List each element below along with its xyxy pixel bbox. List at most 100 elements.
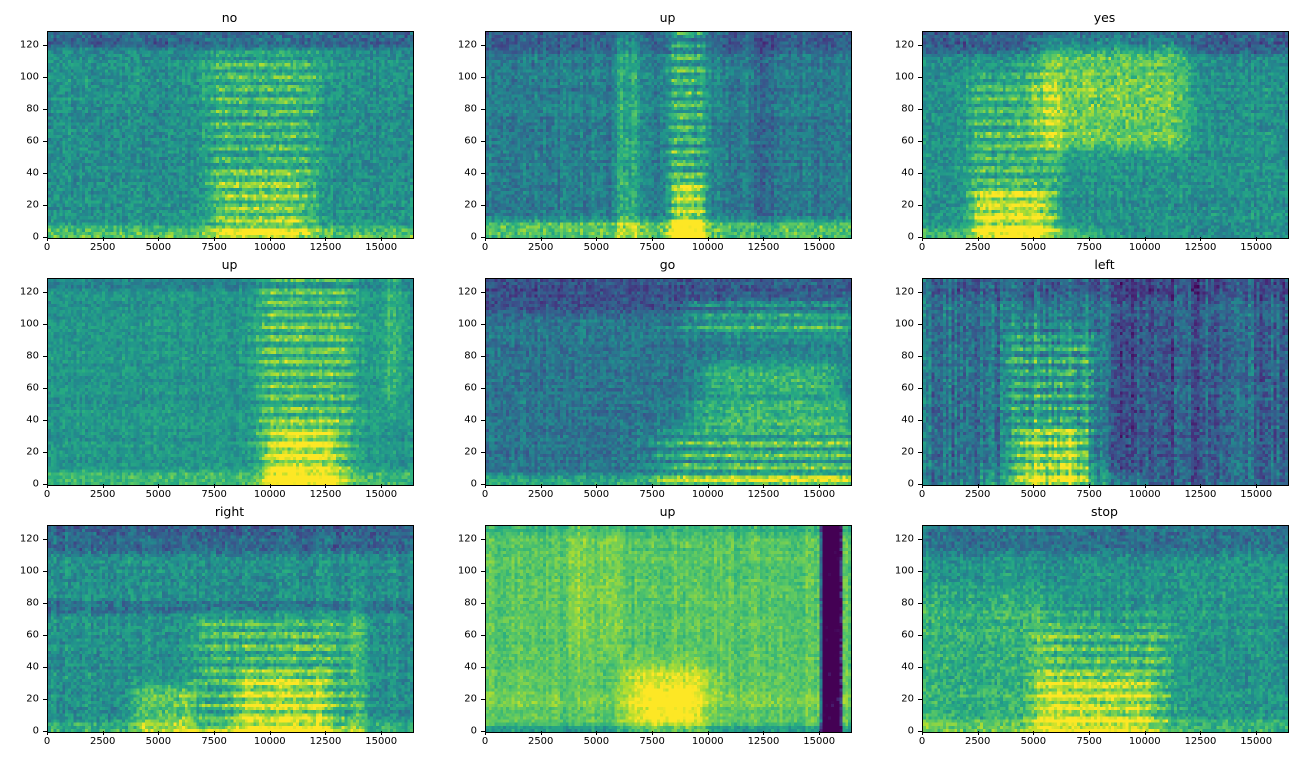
- x-tick-mark: [269, 484, 271, 488]
- y-tick-mark: [918, 539, 922, 541]
- x-tick-mark: [102, 237, 104, 241]
- x-tick-label: 0: [481, 736, 489, 747]
- x-tick-mark: [922, 237, 923, 241]
- y-tick-mark: [918, 452, 922, 454]
- x-tick-label: 12500: [747, 489, 780, 500]
- y-tick-mark: [481, 141, 485, 143]
- x-tick-mark: [819, 731, 821, 735]
- x-tick-mark: [158, 731, 160, 735]
- y-tick-mark: [43, 420, 47, 422]
- x-tick-label: 2500: [527, 489, 554, 500]
- x-tick-label: 2500: [964, 736, 991, 747]
- x-tick-label: 10000: [1128, 242, 1161, 253]
- x-tick-mark: [47, 237, 48, 241]
- y-tick-label: 100: [457, 71, 477, 83]
- x-tick-label: 15000: [803, 242, 836, 253]
- plot-area: [47, 31, 414, 239]
- x-tick-mark: [325, 731, 327, 735]
- y-tick-label: 40: [26, 661, 39, 673]
- x-tick-label: 2500: [527, 736, 554, 747]
- y-tick-mark: [43, 292, 47, 294]
- x-tick-label: 12500: [747, 242, 780, 253]
- y-tick-label: 40: [464, 167, 477, 179]
- x-tick-label: 10000: [691, 736, 724, 747]
- y-tick-label: 0: [470, 478, 477, 490]
- x-tick-label: 5000: [1020, 242, 1047, 253]
- x-tick-mark: [1256, 731, 1258, 735]
- subplot-title: go: [659, 257, 676, 272]
- x-tick-mark: [325, 237, 327, 241]
- y-tick-mark: [918, 141, 922, 143]
- y-tick-label: 60: [901, 382, 914, 394]
- x-tick-label: 10000: [1128, 736, 1161, 747]
- y-tick-label: 60: [901, 629, 914, 641]
- y-tick-label: 0: [907, 478, 914, 490]
- x-tick-label: 15000: [1240, 242, 1273, 253]
- y-tick-mark: [918, 603, 922, 605]
- x-tick-label: 5000: [145, 489, 172, 500]
- y-tick-mark: [918, 731, 922, 732]
- x-tick-label: 7500: [639, 242, 665, 253]
- x-tick-label: 5000: [583, 489, 610, 500]
- x-tick-mark: [1144, 484, 1146, 488]
- y-tick-label: 20: [901, 199, 914, 211]
- y-tick-label: 120: [19, 533, 39, 545]
- x-tick-mark: [763, 731, 765, 735]
- x-tick-mark: [763, 237, 765, 241]
- x-tick-mark: [922, 484, 923, 488]
- y-tick-label: 100: [19, 565, 39, 577]
- x-tick-label: 10000: [691, 489, 724, 500]
- x-tick-mark: [269, 731, 271, 735]
- y-tick-mark: [918, 699, 922, 701]
- x-tick-label: 2500: [89, 489, 116, 500]
- x-tick-mark: [1144, 731, 1146, 735]
- x-tick-label: 0: [918, 736, 926, 747]
- y-tick-mark: [43, 388, 47, 390]
- x-tick-mark: [381, 484, 383, 488]
- x-tick-mark: [1033, 237, 1035, 241]
- plot-area: [922, 525, 1289, 733]
- y-tick-mark: [481, 77, 485, 79]
- y-tick-label: 100: [19, 71, 39, 83]
- y-tick-label: 0: [32, 231, 39, 243]
- y-tick-mark: [481, 699, 485, 701]
- y-tick-label: 80: [464, 350, 477, 362]
- y-tick-label: 120: [457, 286, 477, 298]
- y-tick-mark: [43, 699, 47, 701]
- y-tick-label: 120: [457, 39, 477, 51]
- y-tick-mark: [43, 205, 47, 207]
- y-tick-label: 80: [464, 103, 477, 115]
- spectrogram-canvas: [486, 32, 851, 238]
- y-tick-label: 80: [901, 597, 914, 609]
- y-tick-mark: [918, 388, 922, 390]
- x-tick-mark: [158, 484, 160, 488]
- x-tick-mark: [1144, 237, 1146, 241]
- y-tick-label: 120: [19, 39, 39, 51]
- y-tick-mark: [918, 667, 922, 669]
- y-tick-mark: [43, 77, 47, 79]
- x-tick-label: 10000: [253, 489, 286, 500]
- x-tick-mark: [1089, 237, 1091, 241]
- x-tick-label: 0: [481, 489, 489, 500]
- y-tick-mark: [43, 484, 47, 485]
- y-tick-label: 120: [894, 39, 914, 51]
- y-tick-mark: [918, 484, 922, 485]
- x-tick-label: 10000: [253, 242, 286, 253]
- y-tick-mark: [481, 603, 485, 605]
- y-tick-mark: [918, 292, 922, 294]
- y-tick-label: 20: [464, 446, 477, 458]
- y-tick-label: 100: [457, 318, 477, 330]
- plot-area: [47, 525, 414, 733]
- y-tick-mark: [918, 420, 922, 422]
- x-tick-mark: [1200, 237, 1202, 241]
- x-tick-mark: [1089, 484, 1091, 488]
- x-tick-mark: [102, 731, 104, 735]
- y-tick-label: 120: [457, 533, 477, 545]
- x-tick-mark: [1033, 731, 1035, 735]
- x-tick-label: 7500: [639, 489, 665, 500]
- subplot-2-up: up 0 20 40 60 80 100 120 0 2500 5000 7500 10000 12500…: [458, 10, 852, 253]
- x-tick-mark: [819, 237, 821, 241]
- y-tick-mark: [481, 45, 485, 47]
- x-tick-label: 7500: [201, 489, 227, 500]
- y-tick-label: 40: [901, 661, 914, 673]
